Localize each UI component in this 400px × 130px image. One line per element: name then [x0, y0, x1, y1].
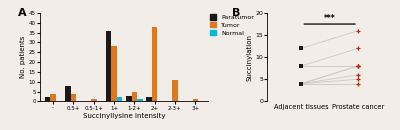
Y-axis label: Succinylation: Succinylation	[246, 34, 252, 81]
Bar	[126, 96, 132, 101]
Bar	[45, 98, 50, 101]
Legend: Paratumor, Tumor, Normal: Paratumor, Tumor, Normal	[210, 14, 254, 36]
Bar	[152, 27, 158, 101]
Point	[298, 83, 304, 85]
Point	[298, 65, 304, 67]
Point	[355, 78, 361, 80]
Text: A: A	[18, 8, 27, 18]
Point	[355, 65, 361, 67]
X-axis label: Succinyllysine intensity: Succinyllysine intensity	[83, 113, 166, 119]
Bar	[117, 98, 122, 101]
Point	[355, 65, 361, 67]
Bar	[146, 98, 152, 101]
Bar	[111, 46, 117, 101]
Point	[298, 83, 304, 85]
Bar	[91, 99, 96, 101]
Bar	[132, 92, 137, 101]
Bar	[65, 86, 71, 101]
Point	[298, 83, 304, 85]
Point	[355, 47, 361, 49]
Bar	[50, 94, 56, 101]
Bar	[137, 99, 142, 101]
Text: ***: ***	[324, 14, 336, 23]
Bar	[106, 31, 111, 101]
Y-axis label: No. patients: No. patients	[20, 36, 26, 78]
Point	[298, 47, 304, 49]
Bar	[71, 94, 76, 101]
Point	[355, 30, 361, 32]
Bar	[172, 80, 178, 101]
Point	[355, 65, 361, 67]
Point	[298, 83, 304, 85]
Point	[298, 65, 304, 67]
Point	[355, 83, 361, 85]
Bar	[192, 99, 198, 101]
Text: B: B	[232, 8, 241, 18]
Point	[355, 74, 361, 76]
Point	[298, 83, 304, 85]
